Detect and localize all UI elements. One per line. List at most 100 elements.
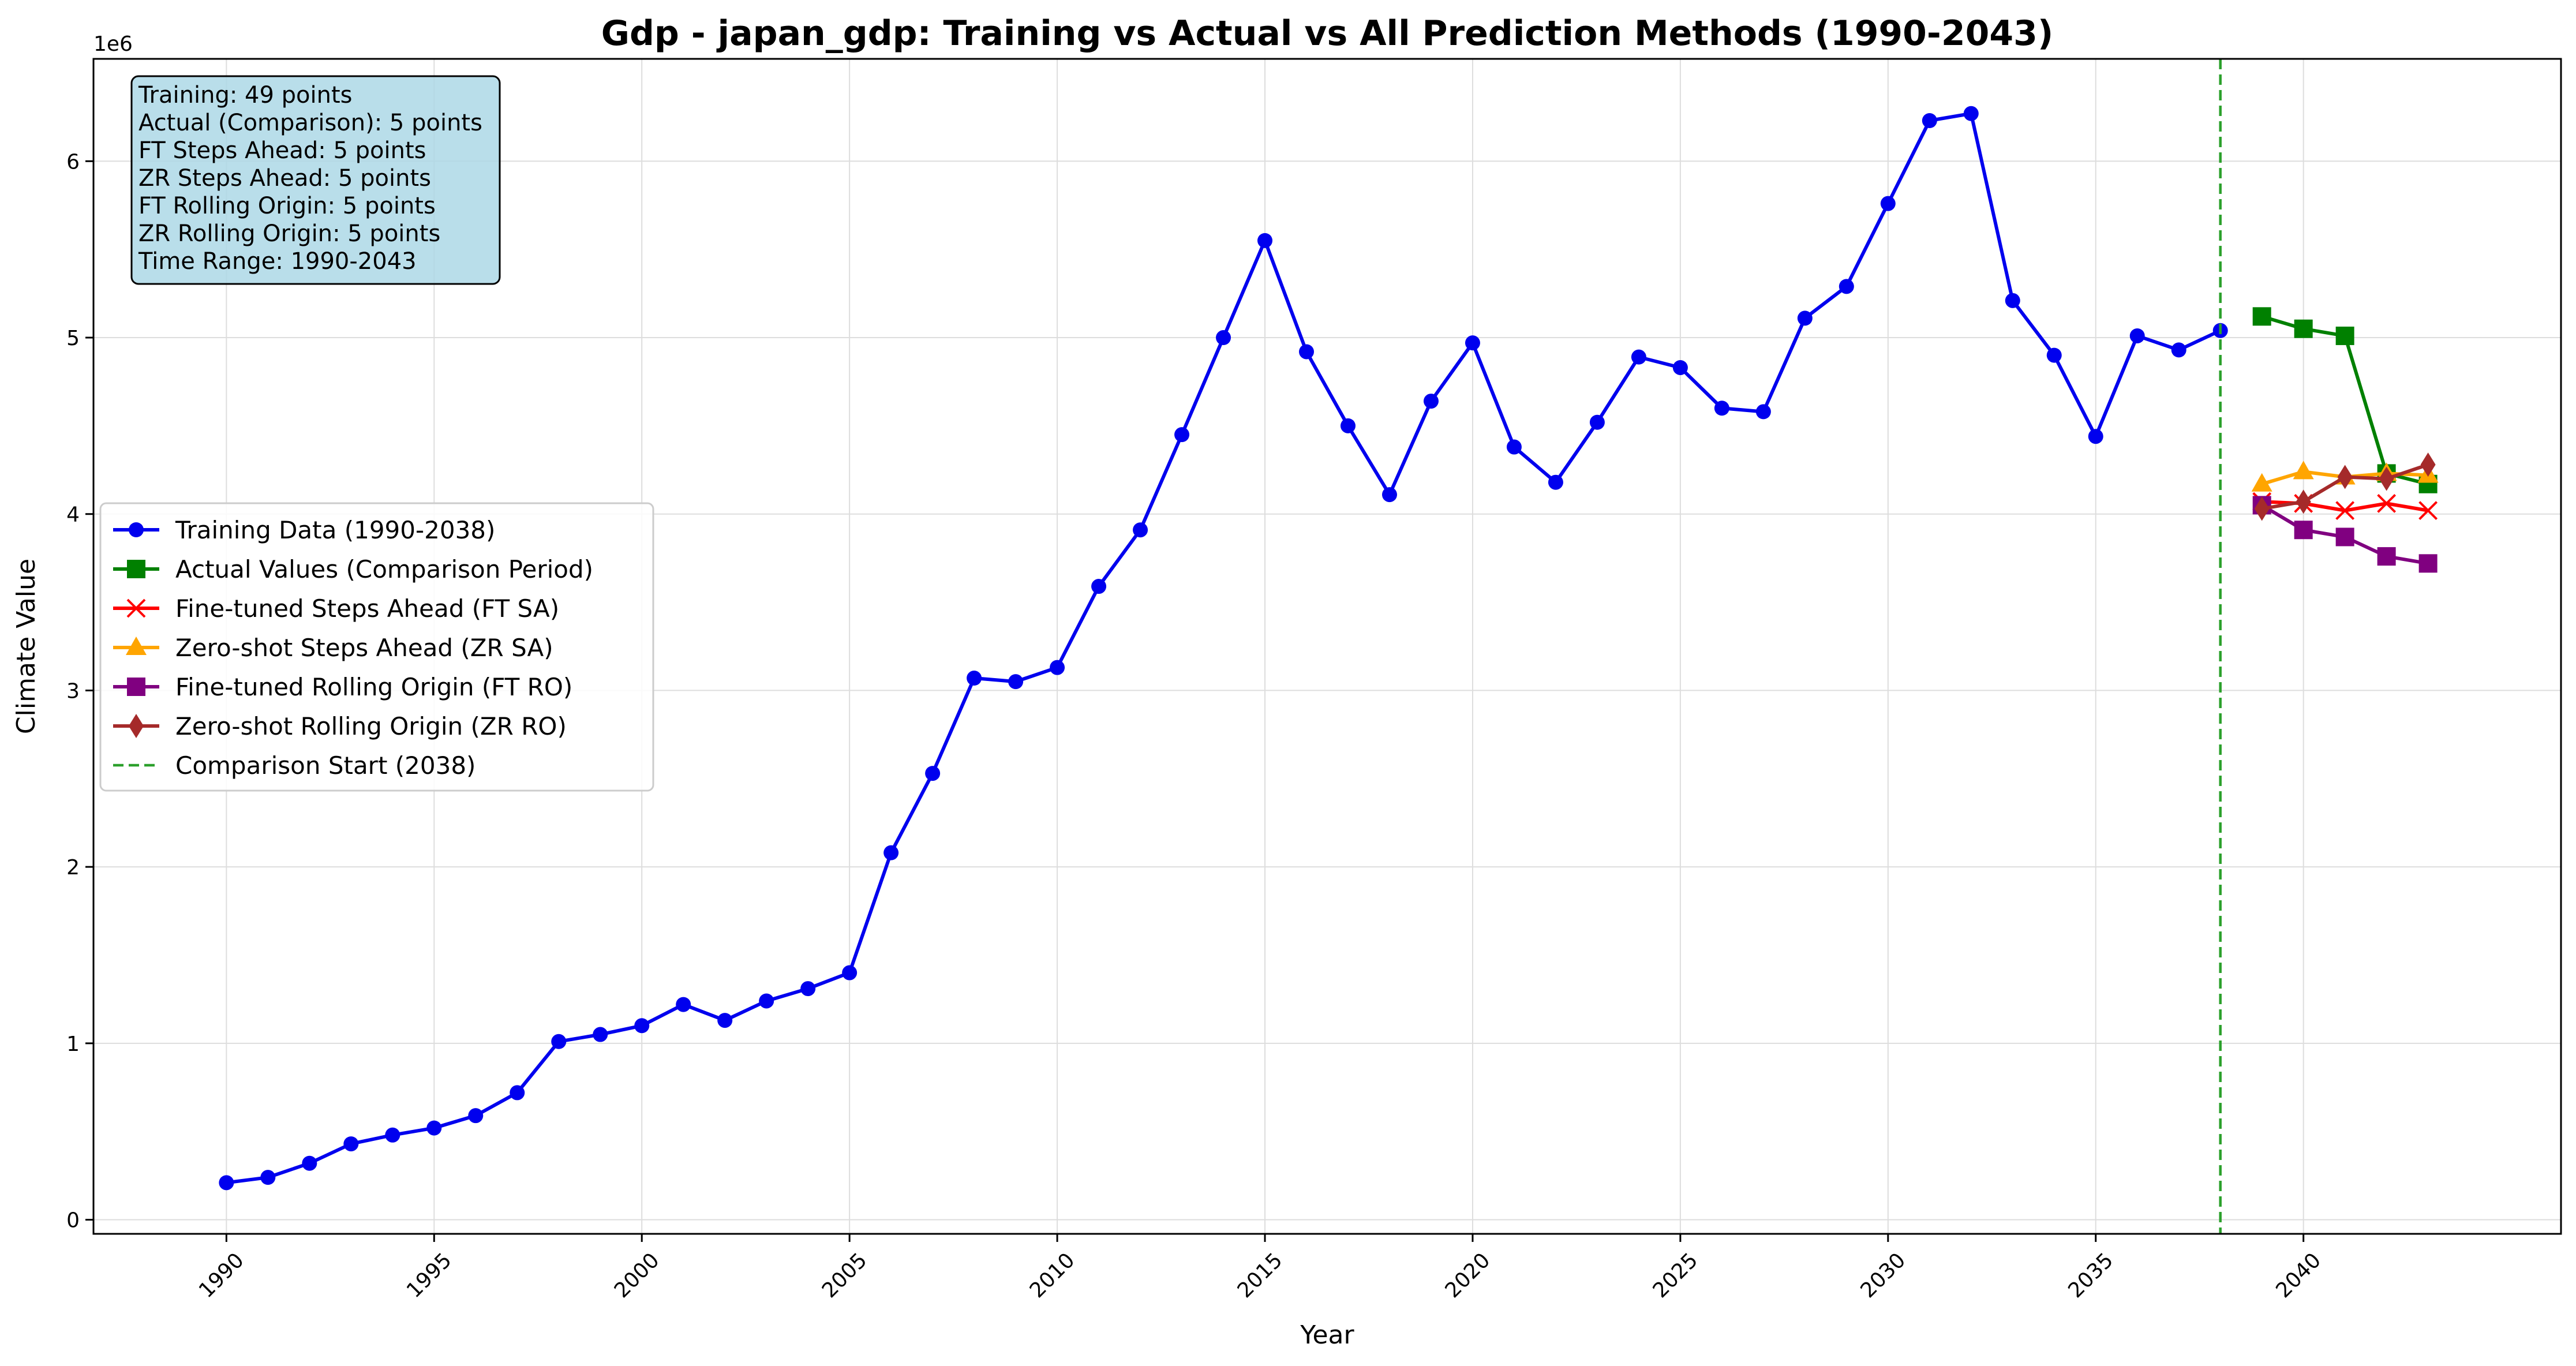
data-point [2129,328,2145,343]
data-point [2296,489,2311,514]
data-point [551,1034,567,1049]
data-point [967,671,982,686]
info-line: FT Rolling Origin: 5 points [138,193,436,219]
data-point [510,1085,525,1101]
legend-marker [129,522,144,537]
data-point [302,1155,317,1171]
legend-label: Fine-tuned Rolling Origin (FT RO) [175,673,572,701]
x-axis-label: Year [1300,1320,1354,1350]
data-point [1216,330,1231,346]
info-box-background [130,75,501,285]
legend-label: Actual Values (Comparison Period) [175,555,593,583]
data-point [2377,547,2396,566]
y-tick-label: 6 [66,150,80,174]
data-point [1963,106,1979,121]
legend-label: Fine-tuned Steps Ahead (FT SA) [175,594,559,623]
data-point [1465,335,1480,351]
data-point [1133,522,1148,538]
data-point [1381,487,1397,503]
info-line: Training: 49 points [138,82,353,108]
data-point [1839,279,1854,294]
data-point [2337,465,2353,489]
data-point [1797,310,1813,326]
data-point [1174,427,1190,443]
data-point [468,1108,484,1124]
info-line: FT Steps Ahead: 5 points [138,137,426,164]
data-point [2335,326,2354,345]
legend-entry: Actual Values (Comparison Period) [113,555,593,583]
plot-frame [92,58,2562,1235]
legend-marker [126,598,146,618]
series-layer [219,59,2439,1234]
legend-label: Zero-shot Rolling Origin (ZR RO) [175,712,567,740]
y-tick-label: 4 [66,503,80,527]
data-point [426,1120,442,1136]
data-point [634,1018,650,1034]
info-line: ZR Rolling Origin: 5 points [138,220,440,247]
legend: Training Data (1990-2038) Actual Values (… [99,502,654,792]
data-point [2418,501,2438,521]
data-point [1672,360,1688,375]
data-point [759,993,774,1009]
data-point [2294,521,2313,540]
data-point [2418,554,2438,573]
data-point [2046,347,2062,363]
data-point [2171,342,2186,358]
data-point [260,1170,276,1185]
chart-title: Gdp - japan_gdp: Training vs Actual vs A… [601,13,2054,54]
data-point [2420,452,2436,477]
y-tick-label: 2 [66,856,80,880]
legend-background [99,502,654,792]
data-point [1299,344,1315,360]
legend-entry: Comparison Start (2038) [113,751,475,780]
data-point [800,981,816,997]
data-point [1008,674,1024,690]
series-1 [2252,307,2438,493]
data-point [2252,307,2271,326]
data-point [2377,493,2397,513]
legend-entry: Fine-tuned Steps Ahead (FT SA) [113,594,559,623]
y-tick-label: 1 [66,1032,80,1056]
data-point [2335,527,2354,547]
y-tick-label: 0 [66,1209,80,1233]
data-point [2293,461,2314,480]
data-point [883,845,899,860]
data-point [1714,401,1729,416]
info-line: Actual (Comparison): 5 points [138,110,482,136]
legend-entry: Fine-tuned Rolling Origin (FT RO) [113,673,572,701]
legend-label: Comparison Start (2038) [175,751,475,780]
data-point [842,965,858,980]
data-point [219,1175,234,1191]
y-tick-label: 5 [66,327,80,350]
data-point [717,1013,733,1028]
data-point [925,766,941,781]
y-tick-label: 3 [66,679,80,703]
legend-marker [126,637,147,655]
y-scale-note: 1e6 [93,32,133,56]
data-point [2005,293,2020,308]
data-point [1755,404,1771,420]
legend-label: Zero-shot Steps Ahead (ZR SA) [175,634,553,662]
data-point [1091,579,1107,594]
data-point [1340,418,1356,433]
data-point [1631,349,1646,365]
data-point [1548,474,1563,490]
data-point [2335,501,2355,521]
info-line: ZR Steps Ahead: 5 points [138,165,431,192]
series-0 [219,106,2228,1191]
data-point [2254,496,2270,521]
data-point [2294,319,2313,338]
data-point [1257,233,1273,248]
info-line: Time Range: 1990-2043 [138,248,417,275]
data-point [676,997,691,1012]
y-axis-label: Climate Value [12,559,41,734]
legend-entry: Training Data (1990-2038) [113,516,495,544]
legend-label: Training Data (1990-2038) [175,516,495,544]
legend-entry: Zero-shot Steps Ahead (ZR SA) [113,634,553,662]
legend-marker [127,560,145,578]
data-point [1880,196,1896,211]
legend-entry: Zero-shot Rolling Origin (ZR RO) [113,712,567,740]
